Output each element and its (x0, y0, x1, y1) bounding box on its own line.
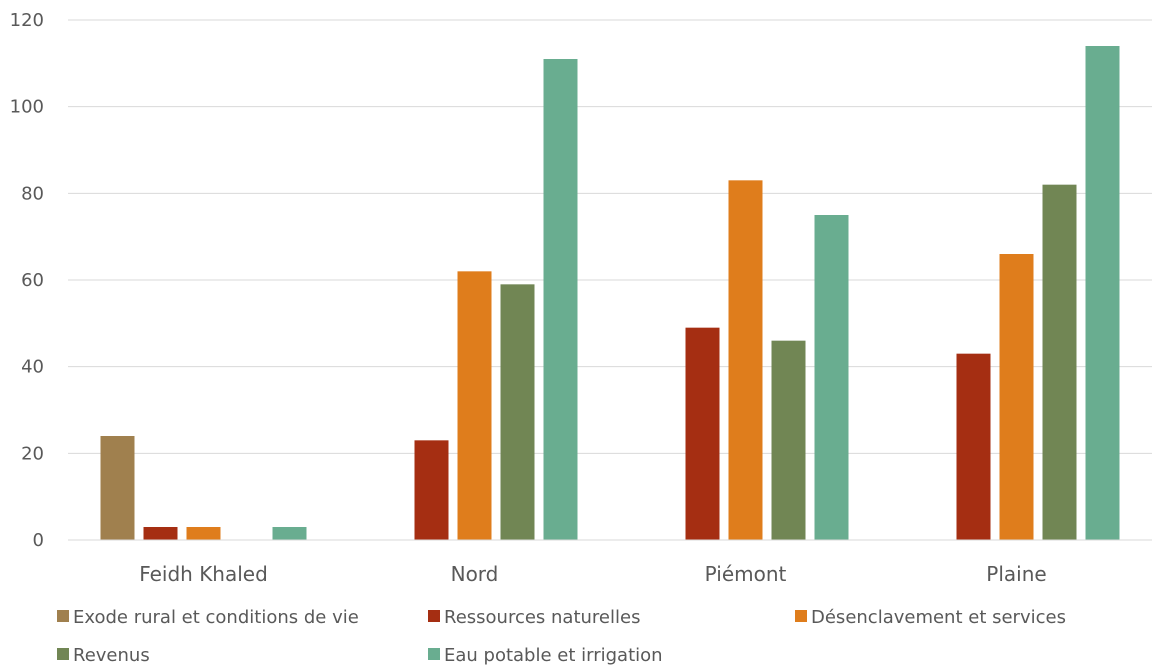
bar (101, 436, 135, 540)
bar (1043, 185, 1077, 540)
x-tick-label: Plaine (986, 562, 1046, 586)
y-tick-label: 60 (21, 270, 44, 291)
bar (273, 527, 307, 540)
bar (144, 527, 178, 540)
legend-label: Désenclavement et services (811, 607, 1066, 628)
legend: Exode rural et conditions de vie Ressourc… (57, 607, 1066, 666)
legend-label: Exode rural et conditions de vie (73, 607, 359, 628)
bar (815, 215, 849, 540)
legend-item: Exode rural et conditions de vie (57, 607, 359, 628)
legend-item: Eau potable et irrigation (428, 645, 663, 666)
y-tick-label: 0 (33, 530, 44, 551)
legend-swatch (795, 610, 807, 622)
bar (729, 180, 763, 540)
legend-item: Désenclavement et services (795, 607, 1066, 628)
bar (1086, 46, 1120, 540)
bar (415, 440, 449, 540)
bar (772, 341, 806, 540)
bars (101, 46, 1120, 540)
bar (1000, 254, 1034, 540)
bar (187, 527, 221, 540)
bar (686, 328, 720, 540)
legend-label: Ressources naturelles (444, 607, 640, 628)
y-tick-label: 40 (21, 357, 44, 378)
bar (957, 354, 991, 540)
y-axis: 0 20 40 60 80 100 120 (10, 10, 44, 551)
legend-swatch (57, 648, 69, 660)
bar (458, 271, 492, 540)
x-tick-label: Nord (451, 562, 499, 586)
legend-label: Eau potable et irrigation (444, 645, 663, 666)
x-axis: Feidh Khaled Nord Piémont Plaine (68, 540, 1152, 586)
x-tick-label: Feidh Khaled (139, 562, 268, 586)
x-tick-label: Piémont (705, 562, 787, 586)
y-tick-label: 100 (10, 97, 44, 118)
y-tick-label: 20 (21, 443, 44, 464)
legend-label: Revenus (73, 645, 150, 666)
y-tick-label: 120 (10, 10, 44, 31)
y-tick-label: 80 (21, 183, 44, 204)
legend-swatch (57, 610, 69, 622)
bar (501, 284, 535, 540)
bar (544, 59, 578, 540)
legend-swatch (428, 648, 440, 660)
legend-swatch (428, 610, 440, 622)
legend-item: Revenus (57, 645, 150, 666)
legend-item: Ressources naturelles (428, 607, 640, 628)
